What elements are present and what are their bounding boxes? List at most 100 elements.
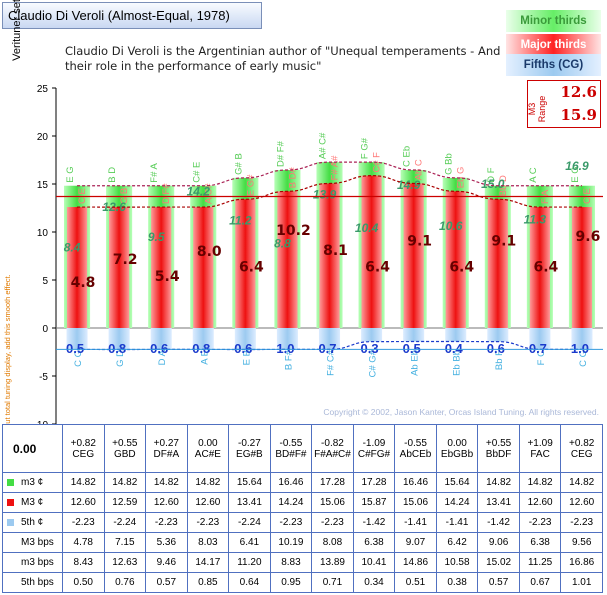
major-bps-label: 9.6 xyxy=(576,229,601,245)
table-cell: 0.67 xyxy=(518,572,562,593)
triad-name: BD#F# xyxy=(275,448,307,460)
table-cell: 0.85 xyxy=(186,572,230,593)
table-cell: 17.28 xyxy=(352,472,396,493)
major-third-bar xyxy=(529,207,550,328)
table-cell: -2.23 xyxy=(62,512,105,533)
minor-bps-label: 9.5 xyxy=(148,230,165,244)
major-bps-label: 10.2 xyxy=(276,223,311,239)
chart-title: Claudio Di Veroli (Almost-Equal, 1978) xyxy=(2,2,262,29)
table-cell: 8.43 xyxy=(62,552,105,573)
major-triad-label: E G# xyxy=(245,174,256,196)
table-cell: 14.82 xyxy=(186,472,230,493)
major-bps-label: 5.4 xyxy=(155,269,180,285)
fifth-bar xyxy=(318,328,341,350)
minor-bps-label: 14.9 xyxy=(397,178,421,192)
table-cell: 10.58 xyxy=(435,552,479,573)
table-cell: 8.83 xyxy=(269,552,313,573)
minor-bps-label: 8.8 xyxy=(274,237,291,251)
triad-name: GBD xyxy=(113,448,136,460)
triad-name: F#A#C# xyxy=(314,448,351,460)
major-third-bar xyxy=(235,199,256,328)
minor-triad-label: E G xyxy=(65,166,76,182)
table-cell: 13.41 xyxy=(477,492,520,513)
chart-subtitle: Claudio Di Veroli is the Argentinian aut… xyxy=(65,44,501,73)
row-label: M3 ¢ xyxy=(2,492,63,513)
table-cell: 0.38 xyxy=(435,572,479,593)
copyright-text: Copyright © 2002, Jason Kanter, Orcas Is… xyxy=(323,407,599,417)
table-cell: -1.41 xyxy=(435,512,479,533)
legend-minor-thirds[interactable]: Minor thirds xyxy=(506,10,601,32)
triad-offset: -0.55 xyxy=(404,437,427,449)
table-cell: 12.63 xyxy=(103,552,147,573)
minor-triad-label: C# E xyxy=(191,162,202,183)
major-triad-label: A C# xyxy=(203,183,214,204)
table-cell: -1.41 xyxy=(394,512,437,533)
fifth-bar xyxy=(234,328,256,350)
table-header-row: 0.00 +0.82 CEG +0.55 GBD +0.27 DF#A 0.00 AC#E -0.… xyxy=(2,424,603,473)
major-bps-label: 9.1 xyxy=(407,234,432,250)
m3-range-max: 15.9 xyxy=(560,106,597,124)
table-cell: 9.46 xyxy=(145,552,188,573)
table-cell: -2.23 xyxy=(560,512,603,533)
major-third-bar xyxy=(403,183,424,328)
table-cell: 10.19 xyxy=(269,532,313,553)
table-cell: 6.41 xyxy=(228,532,271,553)
fifth-bar xyxy=(192,328,214,350)
row-label-text: 5th bps xyxy=(21,577,54,588)
table-cell: 12.59 xyxy=(103,492,147,513)
minor-triad-label: G# B xyxy=(233,153,244,175)
table-cell: 15.06 xyxy=(394,492,437,513)
table-cell: 0.71 xyxy=(311,572,354,593)
table-cell: 0.57 xyxy=(145,572,188,593)
table-cell: 0.34 xyxy=(352,572,396,593)
table-cell: -2.23 xyxy=(518,512,562,533)
major-third-bar xyxy=(361,175,382,328)
table-cell: 13.89 xyxy=(311,552,354,573)
legend-major-thirds[interactable]: Major thirds xyxy=(506,34,601,56)
fifth-bar xyxy=(403,328,425,342)
fifth-bps-label: 0.6 xyxy=(150,341,168,356)
table-cell: 12.60 xyxy=(62,492,105,513)
minor-triad-label: A C xyxy=(528,167,539,182)
triad-offset: 0.00 xyxy=(198,437,218,449)
triad-offset: +1.09 xyxy=(527,437,553,449)
minor-triad-label: F# A xyxy=(149,163,160,183)
triad-header-cell: +0.55 GBD xyxy=(103,424,147,473)
major-third-bar xyxy=(487,199,508,328)
fifth-interval-label: Eb Bb xyxy=(452,350,463,376)
table-cell: 8.03 xyxy=(186,532,230,553)
row-label-text: 5th ¢ xyxy=(21,517,44,528)
major-bps-label: 6.4 xyxy=(365,260,390,276)
table-cell: 0.51 xyxy=(394,572,437,593)
minor-triad-label: B D xyxy=(107,167,118,183)
minor-bps-label: 10.6 xyxy=(439,219,463,233)
table-cell: 14.86 xyxy=(394,552,437,573)
triad-header-cell: +0.27 DF#A xyxy=(145,424,188,473)
table-cell: 0.76 xyxy=(103,572,147,593)
table-cell: 12.60 xyxy=(145,492,188,513)
fifth-bps-label: 1.0 xyxy=(276,341,294,356)
y-axis-label: Verituner set xyxy=(11,0,23,61)
fifth-bps-label: 1.0 xyxy=(571,341,589,356)
triad-name: DF#A xyxy=(153,448,180,460)
minor-bps-label: 14.2 xyxy=(187,185,211,199)
table-cell: 11.20 xyxy=(228,552,271,573)
table-cell: 16.46 xyxy=(269,472,313,493)
y-tick-label: -10 xyxy=(34,420,49,424)
legend-fifths[interactable]: Fifths (CG) xyxy=(506,54,601,76)
minor-bps-label: 8.4 xyxy=(64,240,81,254)
fifth-interval-label: Bb F xyxy=(494,350,505,370)
table-row: 5th ¢ -2.23 -2.24 -2.23 -2.23 -2.24 -2.23 -2.23… xyxy=(2,512,603,533)
m3-range-min: 12.6 xyxy=(560,83,597,101)
major-third-bar xyxy=(571,207,593,328)
triad-header-cell: +0.82 CEG xyxy=(560,424,603,473)
table-cell: 15.87 xyxy=(352,492,396,513)
fifth-bps-label: 0.7 xyxy=(318,341,336,356)
fifth-bps-label: 0.8 xyxy=(192,341,210,356)
fifth-bps-label: 0.5 xyxy=(66,341,84,356)
table-cell: 14.82 xyxy=(560,472,603,493)
table-cell: 8.08 xyxy=(311,532,354,553)
fifth-bar xyxy=(108,328,130,350)
triad-offset: +0.82 xyxy=(569,437,595,449)
triad-header-cell: -1.09 C#FG# xyxy=(352,424,396,473)
